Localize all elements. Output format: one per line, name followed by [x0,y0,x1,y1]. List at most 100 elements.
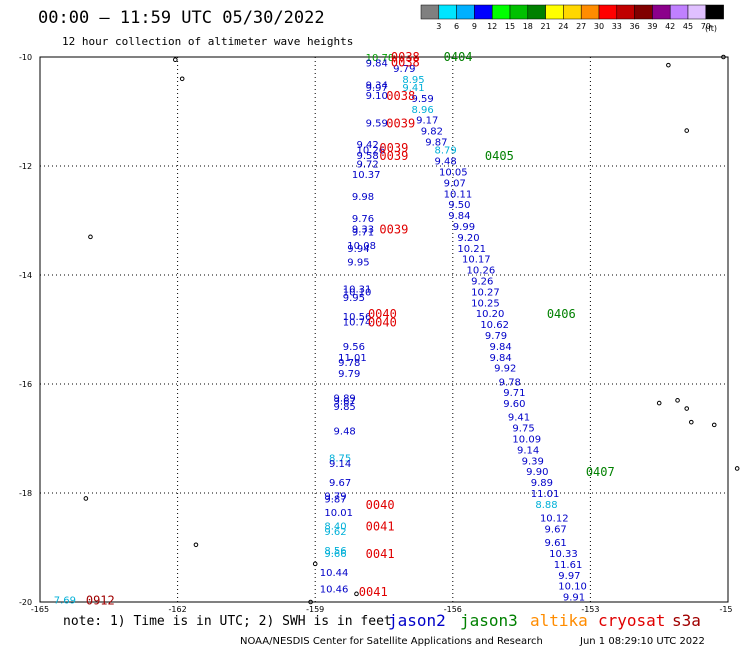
wave-height-label: 10.26 [356,146,385,157]
pass-time-label: 0404 [444,50,473,64]
wave-height-label: 10.26 [467,266,496,277]
pass-time-label: 0912 [86,593,115,607]
color-scale-legend: 3 6 9 12 15 18 21 24 27 30 33 36 39 42 45 70 [420,4,724,31]
wave-height-label: 10.17 [462,255,491,266]
wave-height-label: 10.56 [343,312,372,323]
color-scale-swatch [456,4,475,20]
wave-height-label: 9.89 [334,394,356,405]
wave-height-label: 11.61 [554,560,583,571]
wave-height-label: 10.08 [347,241,376,252]
wave-height-label: 9.67 [329,478,351,489]
color-scale-label: 30 [594,22,604,31]
wave-height-label: 9.17 [416,116,438,127]
wave-height-label: 9.71 [503,388,525,399]
wave-height-label: 9.84 [366,58,388,69]
wave-height-label: 9.76 [352,214,374,225]
wave-height-label: 9.58 [356,151,378,162]
y-tick-label: -12 [19,162,32,171]
wave-height-label: 10.10 [558,582,587,593]
satellite-legend-jason3: jason3 [460,611,518,630]
island-marker [684,128,690,133]
wave-height-label: 9.61 [545,538,567,549]
wave-height-label: 9.84 [448,211,470,222]
island-marker [312,561,318,567]
color-scale-swatch [438,4,457,20]
island-marker [711,422,717,428]
y-tick-label: -16 [19,380,32,389]
color-scale-unit: (ft) [705,24,717,33]
wave-height-label: 10.37 [352,170,381,181]
wave-height-label: 9.79 [485,331,507,342]
color-scale-label: 45 [683,22,693,31]
wave-height-label: 9.95 [343,293,365,304]
wave-height-label: 8.75 [329,454,351,465]
wave-height-label: 9.48 [334,426,356,437]
island-marker [179,76,185,82]
wave-height-label: 10.33 [549,549,578,560]
pass-time-label: 0406 [547,307,576,321]
wave-height-label: 9.71 [352,227,374,238]
wave-height-label: 10.62 [480,320,509,331]
pass-time-label: 0405 [485,149,514,163]
pass-time-label: 0040 [368,307,397,321]
color-scale-swatch [705,4,724,20]
x-tick-label: -162 [169,605,187,614]
wave-height-label: 9.39 [522,456,544,467]
pass-time-label: 0038 [391,50,420,64]
wave-height-label: 8.88 [535,500,557,511]
wave-height-label: 9.92 [494,364,516,375]
pass-time-label: 0039 [379,141,408,155]
wave-height-label: 9.48 [434,157,456,168]
wave-height-label: 9.78 [499,377,521,388]
wave-height-label: 9.84 [489,353,511,364]
color-scale-swatch [491,4,511,20]
island-marker [173,57,178,63]
island-marker [83,496,89,501]
color-scale-swatch [634,4,653,20]
wave-height-label: 11.01 [338,353,367,364]
color-scale-label: 39 [647,22,657,31]
wave-height-label: 9.50 [448,200,470,211]
island-marker [684,406,690,411]
longitude-tick-labels: -165 -162 -159 -156 -153 -15 [31,605,733,614]
color-scale-swatch [563,4,582,20]
color-scale-swatch [652,4,671,20]
color-scale-swatch [598,4,618,20]
island-marker [721,54,726,60]
y-tick-label: -18 [19,489,32,498]
wave-height-label: 10.01 [324,508,353,519]
wave-height-label: 9.14 [329,459,351,470]
wave-height-label: 8.96 [412,105,434,116]
wave-height-label: 9.34 [366,80,388,91]
wave-height-label: 8.79 [434,146,456,157]
wave-height-label: 10.09 [512,435,541,446]
island-marker [308,599,313,605]
wave-height-label: 9.41 [508,413,530,424]
chart-subtitle: 12 hour collection of altimeter wave hei… [62,35,353,48]
wave-height-label: 10.10 [343,287,372,298]
pass-time-label: 0041 [366,547,395,561]
wave-height-label: 9.60 [503,399,525,410]
latitude-tick-labels: -10 -12 -14 -16 -18 -20 [19,53,32,607]
wave-height-label: 10.31 [343,285,372,296]
wave-height-labels: 10.789.84 9.798.959.349.97 9.419.10 9.598.9… [54,53,587,606]
wave-height-label: 9.62 [324,527,346,538]
wave-height-label: 9.67 [334,396,356,407]
wave-height-label: 9.67 [545,524,567,535]
y-tick-label: -20 [19,598,32,607]
y-tick-label: -10 [19,53,32,62]
lat-lon-grid [40,57,728,602]
color-scale-swatch [580,4,600,20]
wave-height-label: 9.99 [453,222,475,233]
pass-time-label: 0038 [386,89,415,103]
wave-height-label: 9.75 [512,424,534,435]
wave-height-label: 9.85 [334,402,356,413]
wave-height-label: 9.91 [563,593,585,604]
color-scale-label: 3 [436,22,441,31]
wave-height-label: 9.42 [356,140,378,151]
island-marker [689,419,694,425]
wave-height-label: 9.97 [366,83,388,94]
wave-height-label: 9.72 [356,159,378,170]
wave-height-label: 10.11 [444,189,473,200]
